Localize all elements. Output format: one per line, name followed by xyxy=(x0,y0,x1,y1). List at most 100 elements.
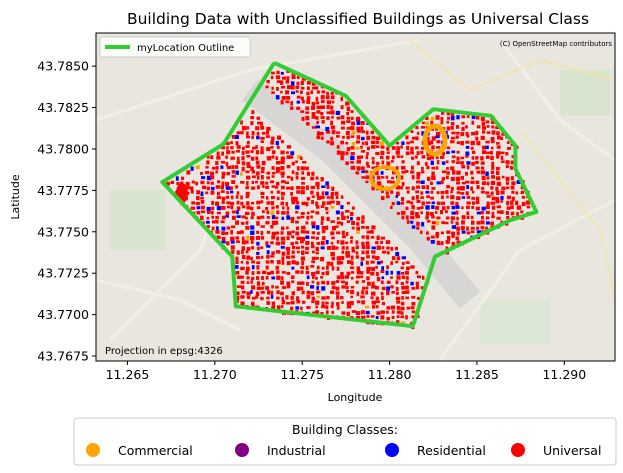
building-footprint xyxy=(345,131,350,135)
building-footprint xyxy=(320,131,324,136)
building-footprint xyxy=(395,280,399,285)
building-footprint xyxy=(305,106,310,111)
building-footprint xyxy=(330,251,335,257)
building-footprint xyxy=(246,135,250,139)
building-footprint xyxy=(461,181,466,185)
building-footprint xyxy=(211,226,215,231)
building-footprint xyxy=(315,116,319,120)
building-footprint xyxy=(380,236,386,240)
building-footprint xyxy=(216,196,222,199)
building-footprint xyxy=(425,190,430,194)
building-footprint xyxy=(326,140,330,144)
building-footprint xyxy=(276,231,280,235)
building-footprint xyxy=(306,122,310,126)
building-footprint xyxy=(481,181,487,185)
building-footprint xyxy=(250,121,254,126)
building-footprint xyxy=(315,181,320,187)
building-footprint xyxy=(236,206,241,211)
building-footprint xyxy=(395,291,399,295)
building-footprint xyxy=(405,276,409,280)
building-footprint xyxy=(205,166,209,169)
building-footprint xyxy=(405,285,409,290)
building-footprint xyxy=(446,167,449,170)
building-footprint xyxy=(241,236,245,241)
building-footprint xyxy=(286,151,289,154)
building-footprint xyxy=(456,191,461,194)
building-footprint xyxy=(425,116,429,120)
building-footprint xyxy=(466,161,471,165)
basemap-road xyxy=(498,39,615,162)
building-footprint xyxy=(490,146,494,150)
building-footprint xyxy=(435,211,438,214)
building-footprint xyxy=(486,181,490,186)
building-footprint xyxy=(316,285,319,290)
building-footprint xyxy=(381,286,386,291)
building-footprint xyxy=(250,201,255,205)
building-footprint xyxy=(315,305,319,309)
building-footprint xyxy=(476,211,481,215)
building-footprint xyxy=(440,120,444,125)
building-footprint xyxy=(401,275,406,279)
building-footprint xyxy=(281,286,287,289)
building-footprint xyxy=(290,85,295,90)
building-footprint xyxy=(331,226,336,231)
building-footprint xyxy=(345,281,348,286)
building-footprint xyxy=(206,225,210,229)
building-footprint xyxy=(450,186,454,191)
building-footprint xyxy=(235,271,240,275)
building-footprint xyxy=(260,230,264,236)
building-footprint xyxy=(426,195,430,199)
building-footprint xyxy=(270,140,275,145)
building-footprint xyxy=(460,192,465,195)
building-footprint xyxy=(365,170,369,174)
building-footprint xyxy=(500,190,505,195)
building-footprint xyxy=(451,241,456,247)
building-footprint xyxy=(271,215,276,220)
building-footprint xyxy=(456,170,461,175)
building-footprint xyxy=(190,206,196,210)
building-footprint xyxy=(386,180,392,184)
building-footprint xyxy=(340,140,344,145)
building-footprint xyxy=(421,222,425,227)
building-footprint xyxy=(340,115,345,120)
building-footprint xyxy=(475,115,480,120)
building-footprint xyxy=(281,175,285,178)
building-footprint xyxy=(411,225,416,229)
building-footprint xyxy=(440,231,444,235)
building-footprint xyxy=(216,155,221,160)
building-footprint xyxy=(321,226,327,230)
building-footprint xyxy=(316,265,320,270)
building-footprint xyxy=(246,201,250,206)
building-footprint xyxy=(315,246,319,252)
building-footprint xyxy=(290,81,295,86)
building-footprint xyxy=(435,146,441,149)
building-footprint xyxy=(241,290,246,294)
building-footprint xyxy=(411,136,416,140)
building-footprint xyxy=(295,171,299,176)
building-footprint xyxy=(301,171,305,175)
building-footprint xyxy=(436,160,440,165)
building-footprint xyxy=(345,232,349,237)
building-footprint xyxy=(281,251,286,256)
building-footprint xyxy=(400,145,403,149)
building-footprint xyxy=(416,207,421,210)
building-footprint xyxy=(386,286,391,291)
building-footprint xyxy=(401,291,407,295)
building-footprint xyxy=(311,256,316,261)
building-footprint xyxy=(396,315,400,319)
building-footprint xyxy=(405,206,409,210)
building-footprint xyxy=(300,240,304,244)
building-footprint xyxy=(190,190,194,194)
building-footprint xyxy=(295,205,300,210)
building-footprint xyxy=(285,181,289,184)
building-footprint xyxy=(351,206,355,210)
building-footprint xyxy=(280,100,284,105)
building-footprint xyxy=(375,296,379,301)
building-footprint xyxy=(240,295,245,299)
building-footprint xyxy=(366,165,370,168)
building-footprint xyxy=(191,180,195,184)
building-footprint xyxy=(251,260,255,264)
basemap-road xyxy=(96,38,421,122)
building-footprint xyxy=(221,226,226,231)
building-footprint xyxy=(366,230,371,234)
